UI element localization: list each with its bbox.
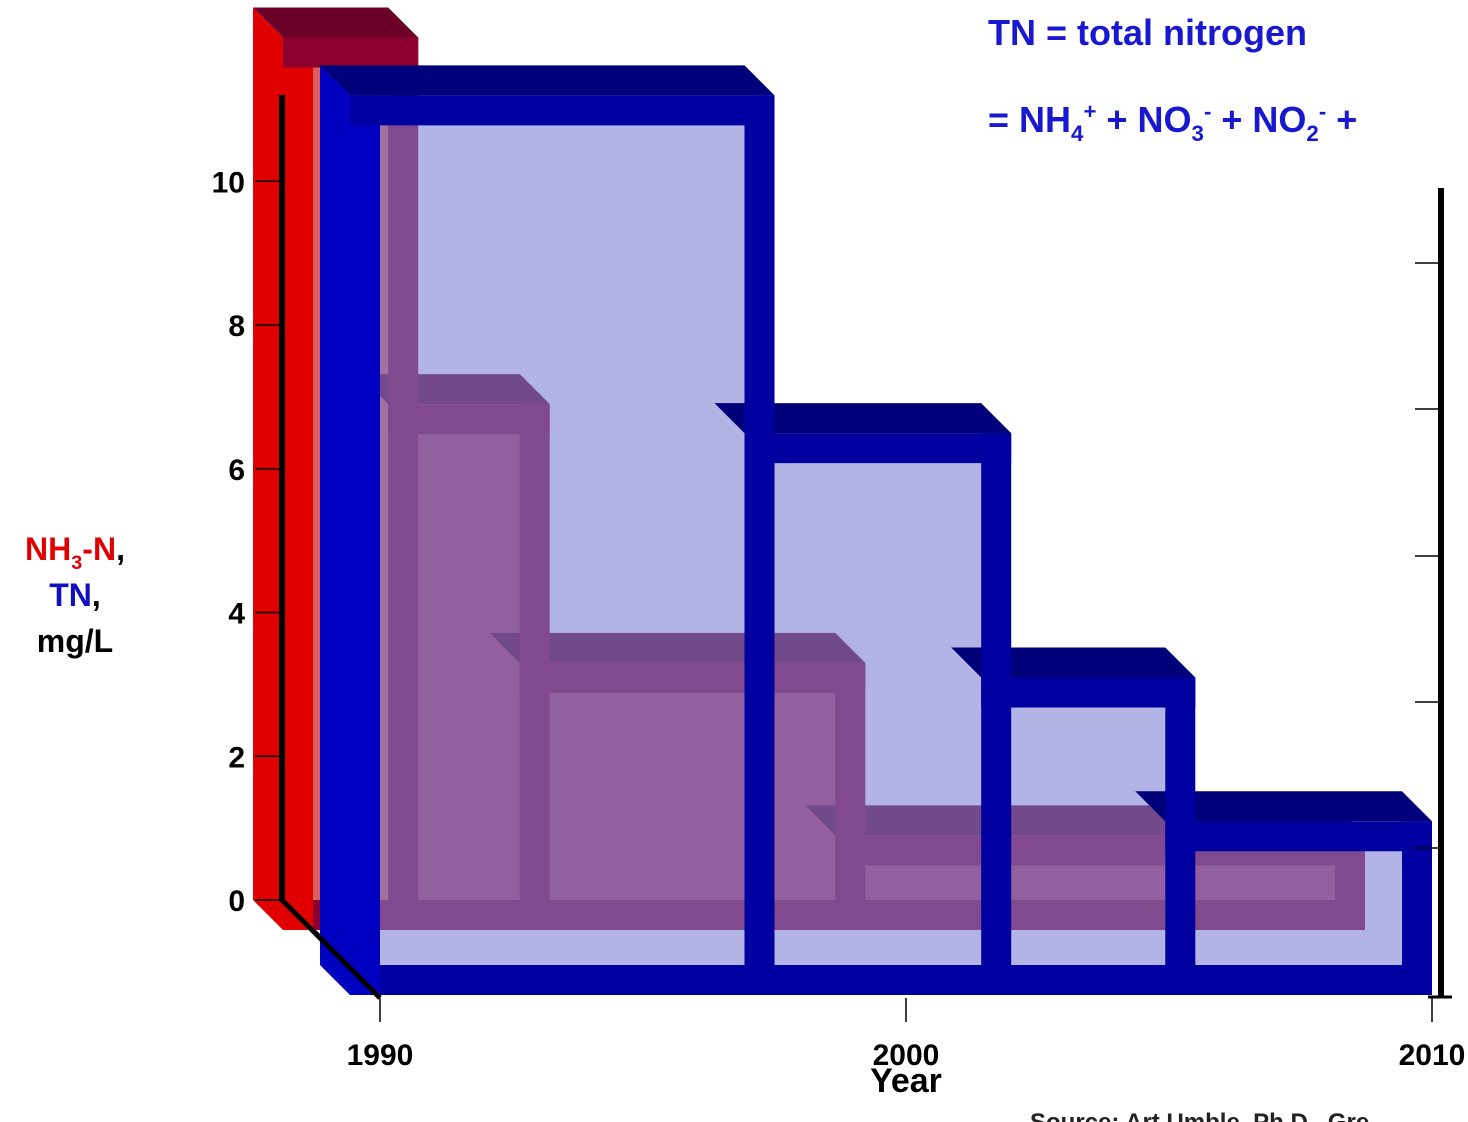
text-fragment: TN = total nitrogen [988, 12, 1307, 53]
x-axis-title: Year [870, 1062, 942, 1100]
source: Source: Art Umble, Ph.D., Gre [1030, 1109, 1369, 1122]
rich-text-line: NH3-N, [25, 531, 125, 574]
top-face [1135, 791, 1432, 822]
top-face [320, 65, 775, 96]
step-face [1180, 836, 1417, 980]
text-fragment: - [1319, 99, 1326, 124]
y-tick-label: 0 [228, 885, 245, 918]
step-face [365, 110, 760, 980]
text-fragment: + [1326, 99, 1357, 140]
right-axis [1415, 188, 1452, 999]
side-face [320, 65, 350, 995]
x-tick-label: 2000 [873, 1039, 940, 1072]
step-face [996, 692, 1181, 980]
rich-text-line: TN, [49, 577, 101, 613]
top-face [714, 403, 1012, 434]
text-fragment: -N [82, 531, 116, 567]
y-tick-label: 10 [212, 166, 245, 199]
text-fragment: NH [25, 531, 71, 567]
text-fragment: 4 [1071, 121, 1084, 146]
text-fragment: 3 [71, 552, 82, 574]
y-tick-label: 2 [228, 741, 245, 774]
top-face [253, 7, 419, 38]
text-fragment: + NO [1211, 99, 1306, 140]
text-fragment: 2 [1306, 121, 1318, 146]
text-fragment: - [1204, 99, 1211, 124]
rich-text-line: mg/L [37, 623, 113, 659]
text-fragment: TN [49, 577, 92, 613]
text-fragment: mg/L [37, 623, 113, 659]
plot [253, 7, 1432, 995]
text-fragment: , [92, 577, 101, 613]
rich-text-line: = NH4+ + NO3- + NO2- + [988, 99, 1357, 146]
text-fragment: + [1083, 99, 1096, 124]
text-fragment: + NO [1096, 99, 1191, 140]
x-tick-label: 1990 [347, 1039, 414, 1072]
x-tick-label: 2010 [1399, 1039, 1466, 1072]
step-face [759, 448, 997, 980]
top-face [951, 647, 1196, 678]
y-tick-label: 6 [228, 454, 245, 487]
text-fragment: 3 [1192, 121, 1204, 146]
text-fragment: , [116, 531, 125, 567]
floor-axis [280, 898, 382, 1000]
series [320, 65, 1432, 995]
y-tick-label: 4 [228, 598, 245, 631]
y-tick-label: 8 [228, 310, 245, 343]
rich-text-line: TN = total nitrogen [988, 12, 1307, 53]
text-fragment: = NH [988, 99, 1071, 140]
